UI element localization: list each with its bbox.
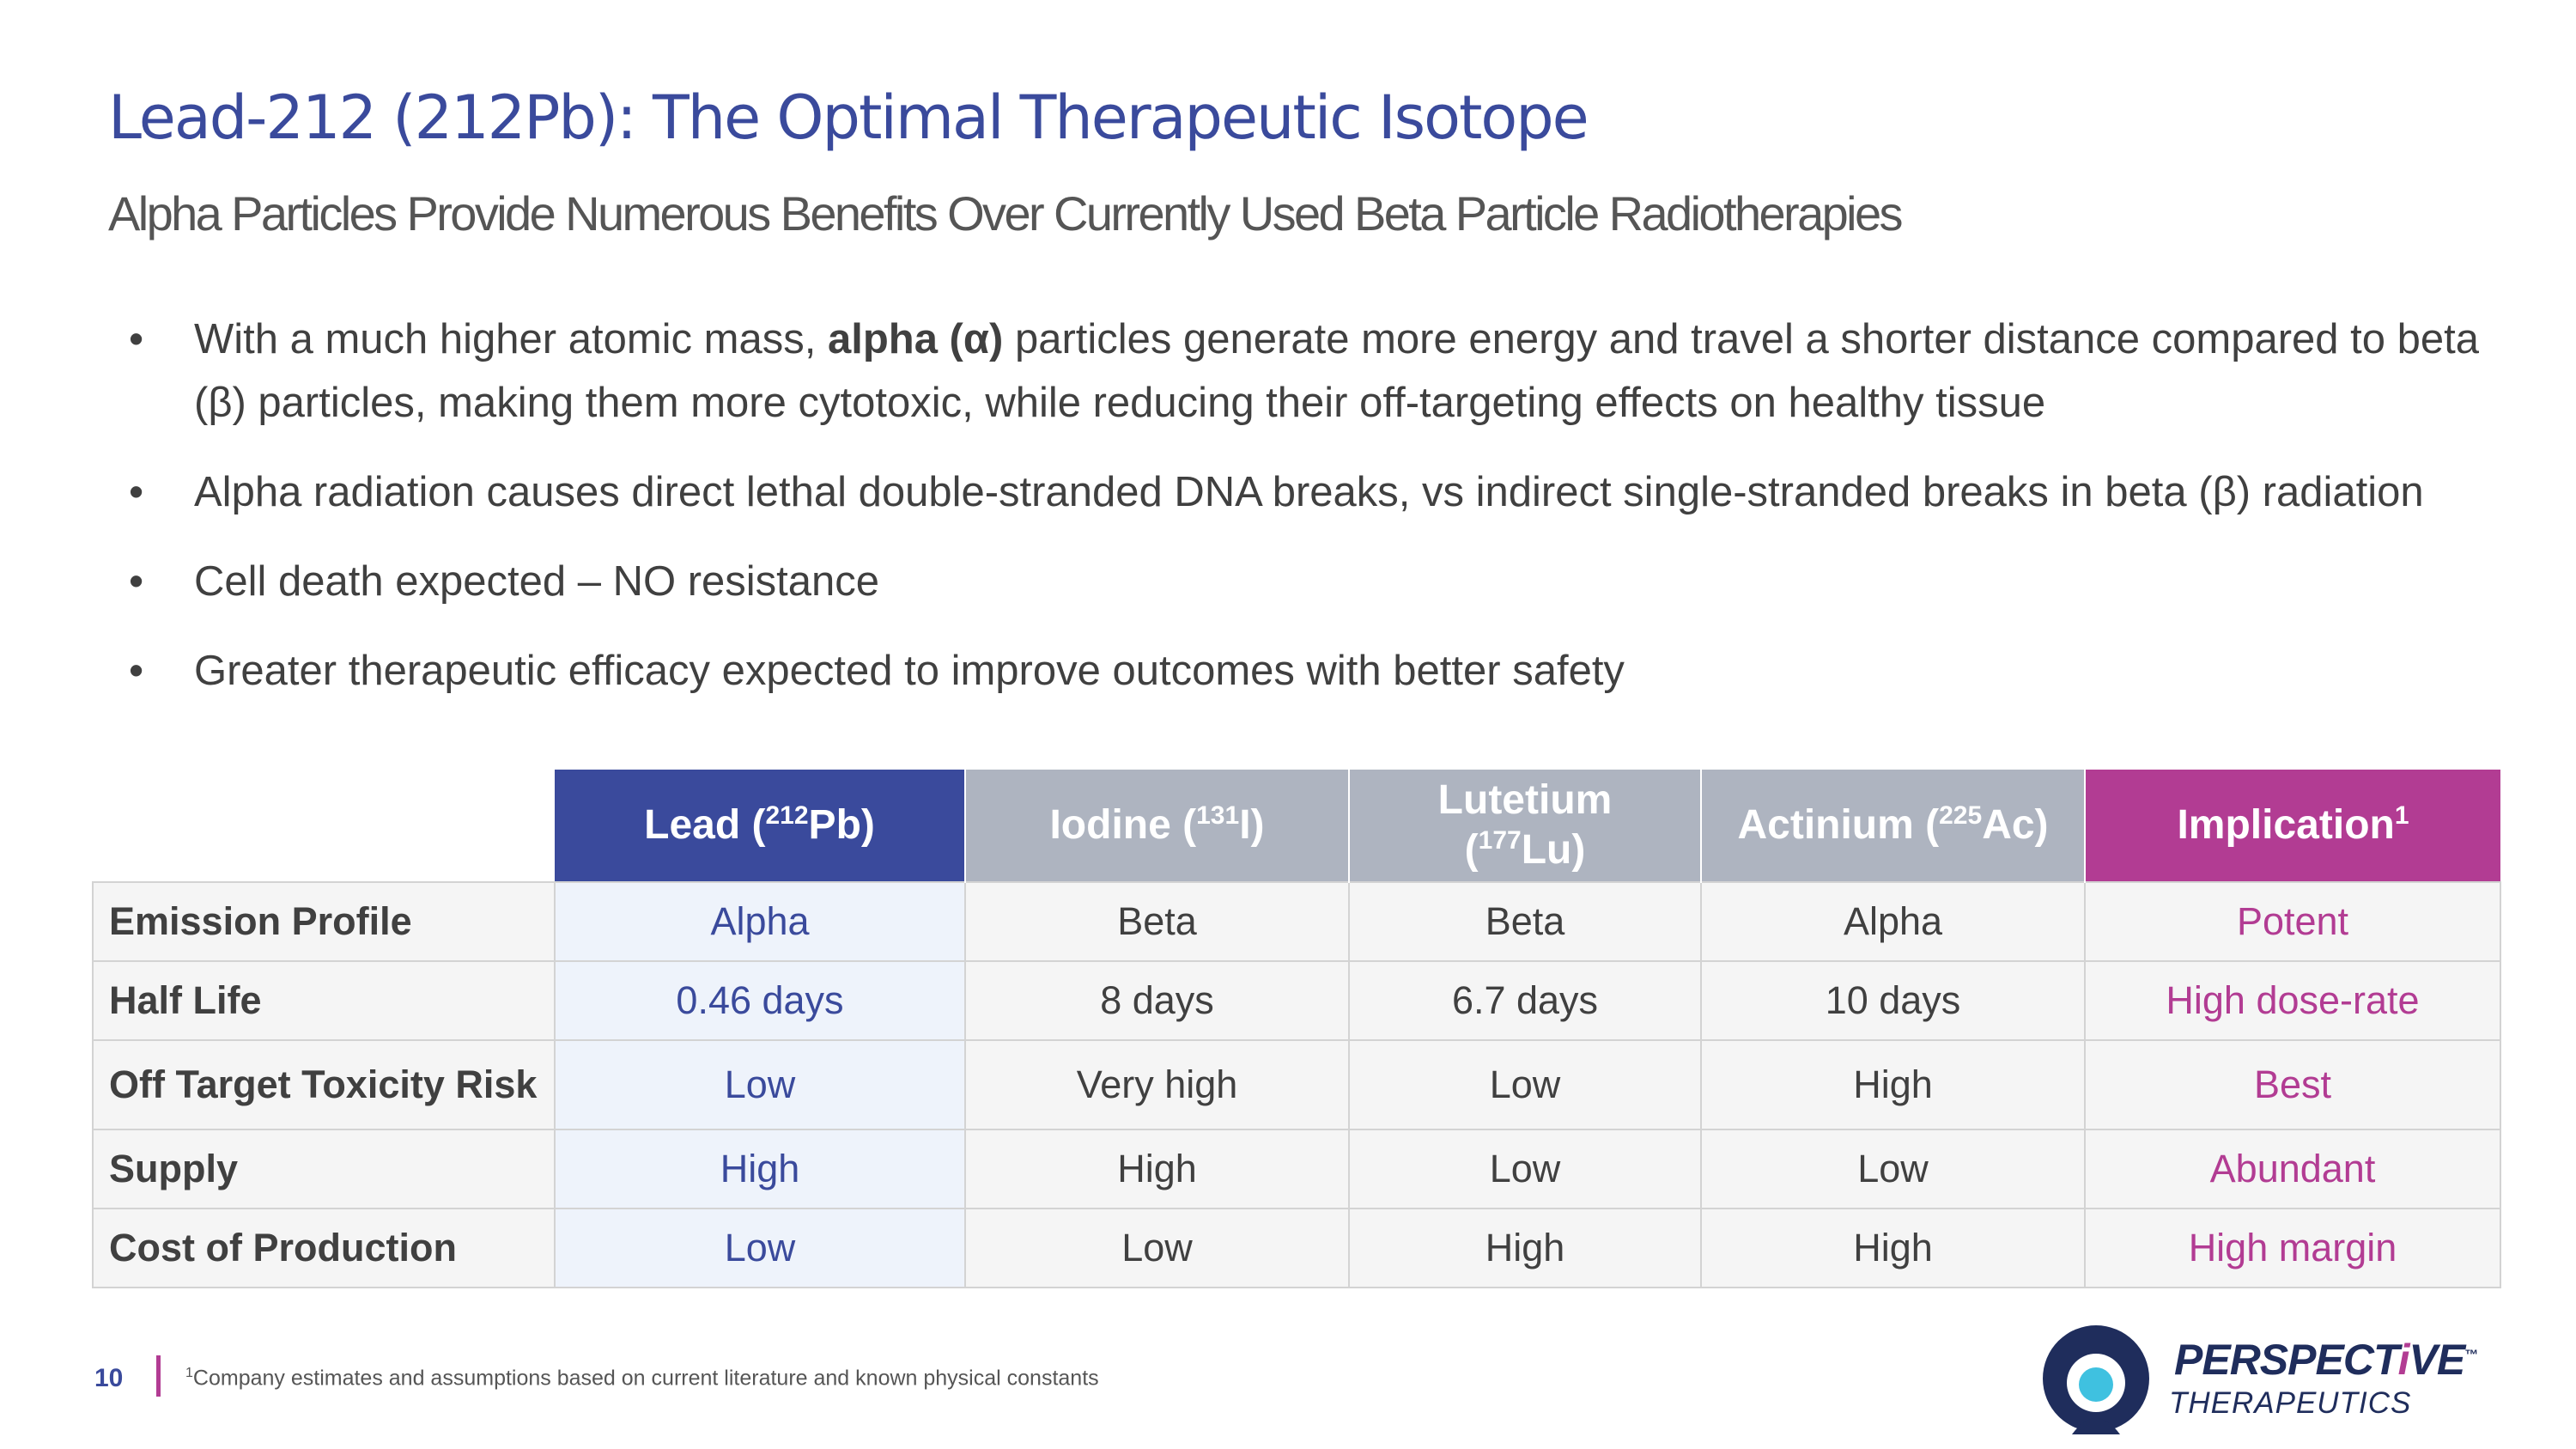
bullet-bold-text: alpha (α)	[827, 316, 1004, 362]
row-label: Cost of Production	[92, 1208, 556, 1288]
table-cell: 8 days	[964, 960, 1350, 1041]
company-logo: PERSPECTiVE™ THERAPEUTICS	[2040, 1323, 2504, 1434]
table-cell: High	[1700, 1208, 2086, 1288]
table-cell: High	[1348, 1208, 1702, 1288]
table-cell: Low	[554, 1039, 966, 1130]
table-cell: Best	[2084, 1039, 2501, 1130]
header-iodine-131: Iodine (131I)	[965, 770, 1350, 882]
table-cell: 6.7 days	[1348, 960, 1702, 1041]
header-actinium-225: Actinium (225Ac)	[1701, 770, 2086, 882]
table-cell: High	[964, 1129, 1350, 1209]
table-cell: 0.46 days	[554, 960, 966, 1041]
table-cell: Beta	[1348, 881, 1702, 962]
table-cell: High dose-rate	[2084, 960, 2501, 1041]
footnote-marker: 1	[185, 1366, 193, 1380]
row-label: Half Life	[92, 960, 556, 1041]
row-label: Supply	[92, 1129, 556, 1209]
table-cell: Low	[964, 1208, 1350, 1288]
bullet-marker: •	[129, 558, 144, 605]
table-cell: Low	[1348, 1039, 1702, 1130]
bullet-list: • With a much higher atomic mass, alpha …	[129, 307, 2516, 728]
footnote: 1Company estimates and assumptions based…	[185, 1366, 1099, 1391]
logo-subtitle: THERAPEUTICS	[2169, 1386, 2412, 1420]
bullet-item: • With a much higher atomic mass, alpha …	[129, 307, 2516, 435]
table-cell: Potent	[2084, 881, 2501, 962]
row-label: Off Target Toxicity Risk	[92, 1039, 556, 1130]
table-header-empty	[93, 770, 555, 882]
bullet-text: particles generate more energy and trave…	[194, 316, 2480, 426]
footer-divider	[156, 1355, 161, 1397]
table-row: Emission Profile Alpha Beta Beta Alpha P…	[92, 881, 2501, 962]
header-lutetium-177: Lutetium (177Lu)	[1349, 770, 1702, 882]
bullet-text: Alpha radiation causes direct lethal dou…	[194, 469, 2424, 515]
table-cell: High	[1700, 1039, 2086, 1130]
table-cell: Abundant	[2084, 1129, 2501, 1209]
row-label: Emission Profile	[92, 881, 556, 962]
bullet-text: With a much higher atomic mass,	[194, 316, 828, 362]
table-cell: Very high	[964, 1039, 1350, 1130]
table-cell: 10 days	[1700, 960, 2086, 1041]
slide-title: Lead-212 (212Pb): The Optimal Therapeuti…	[108, 82, 1589, 153]
header-lead-212: Lead (212Pb)	[555, 770, 966, 882]
table-cell: Low	[554, 1208, 966, 1288]
table-cell: Low	[1700, 1129, 2086, 1209]
bullet-marker: •	[129, 469, 144, 515]
bullet-item: • Cell death expected – NO resistance	[129, 550, 2516, 613]
slide-subtitle: Alpha Particles Provide Numerous Benefit…	[108, 186, 1904, 240]
bullet-text: Greater therapeutic efficacy expected to…	[194, 648, 1625, 694]
table-cell: Alpha	[1700, 881, 2086, 962]
logo-wordmark: PERSPECTiVE™	[2174, 1336, 2478, 1384]
isotope-comparison-table: Lead (212Pb) Iodine (131I) Lutetium (177L…	[92, 770, 2501, 1288]
bullet-item: • Greater therapeutic efficacy expected …	[129, 639, 2516, 703]
table-header-row: Lead (212Pb) Iodine (131I) Lutetium (177L…	[93, 770, 2500, 882]
table-cell: Alpha	[554, 881, 966, 962]
header-implication: Implication1	[2085, 770, 2500, 882]
table-cell: Beta	[964, 881, 1350, 962]
page-number: 10	[94, 1364, 124, 1392]
table-cell: High	[554, 1129, 966, 1209]
table-cell: Low	[1348, 1129, 1702, 1209]
table-cell: High margin	[2084, 1208, 2501, 1288]
table-row: Supply High High Low Low Abundant	[92, 1129, 2501, 1209]
table-row: Cost of Production Low Low High High Hig…	[92, 1208, 2501, 1288]
table-row: Off Target Toxicity Risk Low Very high L…	[92, 1039, 2501, 1130]
footnote-text: Company estimates and assumptions based …	[192, 1366, 1099, 1391]
bullet-item: • Alpha radiation causes direct lethal d…	[129, 460, 2516, 524]
bullet-text: Cell death expected – NO resistance	[194, 558, 880, 605]
bullet-marker: •	[129, 648, 144, 694]
logo-mark-icon	[2043, 1325, 2149, 1434]
bullet-marker: •	[129, 316, 144, 362]
table-row: Half Life 0.46 days 8 days 6.7 days 10 d…	[92, 960, 2501, 1041]
